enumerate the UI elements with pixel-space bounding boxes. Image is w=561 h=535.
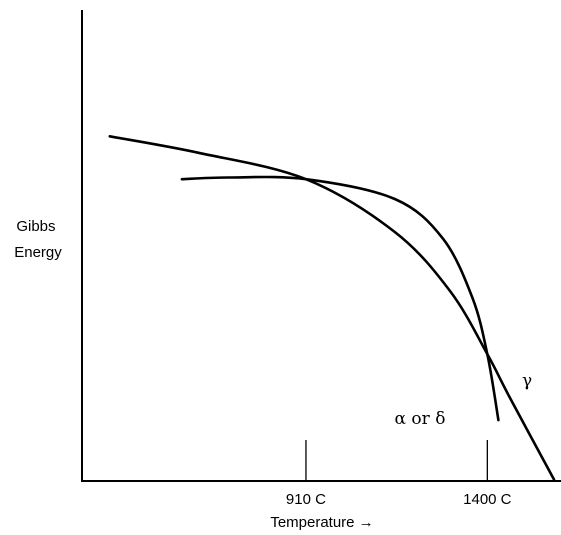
x-tick-label-1: 1400 C xyxy=(463,491,512,508)
y-axis-label-line-2: Energy xyxy=(14,244,62,261)
x-ticks: 910 C 1400 C xyxy=(286,440,512,508)
alpha-delta-curve xyxy=(180,175,500,422)
y-axis-label-line-1: Gibbs xyxy=(16,218,55,235)
x-tick-label-0: 910 C xyxy=(286,491,326,508)
x-axis-label: Temperature → xyxy=(270,514,373,531)
curves xyxy=(108,135,556,481)
alpha-delta-curve-label: α or δ xyxy=(395,409,446,429)
gamma-curve xyxy=(108,135,556,481)
gamma-curve-label: γ xyxy=(522,371,532,391)
y-axis-label: Gibbs Energy xyxy=(14,218,62,261)
